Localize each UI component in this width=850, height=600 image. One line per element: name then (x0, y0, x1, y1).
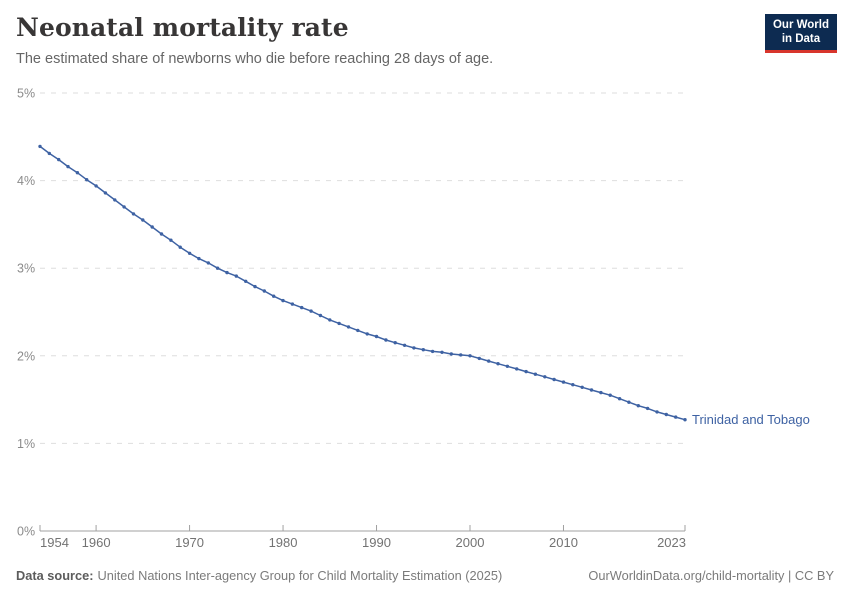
data-point-marker (440, 350, 444, 354)
data-point-marker (655, 410, 659, 414)
citation-link[interactable]: OurWorldinData.org/child-mortality | CC … (588, 568, 834, 583)
series-end-label[interactable]: Trinidad and Tobago (692, 412, 810, 427)
data-point-marker (300, 305, 304, 310)
x-axis-tick-label: 2023 (657, 535, 686, 550)
data-point-marker (178, 245, 182, 249)
data-point-marker (253, 284, 257, 289)
data-point-marker (627, 400, 631, 404)
x-axis-tick-label: 1960 (82, 535, 111, 550)
data-point-marker (496, 362, 500, 366)
data-point-marker (262, 289, 266, 293)
data-point-marker (337, 321, 341, 326)
data-point-marker (187, 251, 192, 255)
data-point-marker (589, 388, 594, 392)
chart-footer: Data source: United Nations Inter-agency … (16, 568, 834, 583)
data-point-marker (384, 338, 388, 342)
data-point-marker (683, 418, 687, 422)
data-point-marker (552, 377, 556, 382)
data-point-marker (365, 332, 369, 336)
data-point-marker (94, 184, 98, 188)
data-point-marker (599, 390, 603, 395)
data-point-marker (515, 367, 519, 371)
data-point-marker (356, 328, 360, 333)
data-point-marker (66, 164, 70, 169)
data-point-marker (57, 157, 61, 162)
data-point-marker (402, 343, 407, 347)
data-point-marker (636, 404, 640, 408)
data-source-label: Data source: (16, 568, 94, 583)
x-axis-tick-label: 1990 (362, 535, 391, 550)
data-point-marker (122, 205, 126, 209)
y-axis-tick-label: 0% (17, 525, 35, 539)
data-point-marker (206, 261, 210, 265)
data-point-marker (159, 232, 164, 236)
data-point-marker (487, 359, 491, 363)
x-axis-tick-label: 1954 (40, 535, 69, 550)
data-point-marker (197, 256, 201, 261)
data-point-marker (225, 270, 229, 275)
x-axis-tick-label: 2010 (549, 535, 578, 550)
x-axis-tick-label: 1980 (269, 535, 298, 550)
data-point-marker (524, 369, 528, 374)
data-point-marker (346, 325, 351, 329)
data-point-marker (38, 144, 42, 149)
y-axis-tick-label: 4% (17, 174, 35, 188)
data-point-marker (131, 212, 136, 216)
data-point-marker (75, 171, 80, 175)
data-point-marker (421, 348, 425, 352)
data-point-marker (571, 383, 575, 387)
data-point-marker (169, 238, 173, 242)
data-point-marker (543, 375, 547, 379)
data-point-marker (477, 356, 481, 361)
data-point-marker (580, 385, 584, 389)
data-point-marker (290, 302, 295, 306)
data-point-marker (85, 178, 89, 182)
data-point-marker (459, 353, 463, 357)
owid-logo[interactable]: Our World in Data (764, 14, 837, 53)
data-point-marker (47, 151, 51, 156)
data-point-marker (645, 406, 650, 411)
y-axis-tick-label: 1% (17, 437, 35, 451)
y-axis-tick-label: 2% (17, 349, 35, 363)
page-title: Neonatal mortality rate (16, 13, 349, 42)
data-point-marker (141, 218, 145, 222)
owid-logo-line1: Our World (772, 19, 829, 31)
data-point-marker (244, 279, 248, 283)
data-point-marker (309, 309, 313, 313)
data-point-marker (215, 266, 220, 270)
data-source-note: Data source: United Nations Inter-agency … (16, 568, 502, 583)
y-axis-tick-label: 3% (17, 262, 35, 276)
data-point-marker (533, 372, 538, 376)
owid-logo-line2: in Data (781, 33, 821, 46)
data-point-marker (674, 415, 678, 419)
data-point-marker (281, 298, 285, 303)
data-point-marker (430, 349, 435, 354)
series-line (39, 145, 686, 421)
data-point-marker (449, 352, 453, 356)
data-point-marker (150, 225, 154, 229)
data-point-marker (468, 354, 472, 358)
data-point-marker (272, 294, 276, 298)
data-point-marker (393, 341, 397, 345)
data-point-marker (113, 198, 117, 202)
x-axis-tick-label: 1970 (175, 535, 204, 550)
data-point-marker (561, 380, 566, 384)
data-point-marker (412, 346, 416, 350)
page-subtitle: The estimated share of newborns who die … (16, 51, 494, 67)
data-point-marker (505, 364, 510, 368)
data-point-marker (318, 313, 323, 318)
data-point-marker (234, 274, 238, 278)
data-point-marker (328, 318, 332, 322)
data-point-marker (374, 334, 379, 339)
data-point-marker (664, 412, 668, 417)
data-point-marker (608, 393, 612, 397)
data-point-marker (103, 191, 108, 195)
data-point-marker (617, 397, 622, 401)
data-source-text: United Nations Inter-agency Group for Ch… (97, 568, 503, 583)
x-axis-tick-label: 2000 (456, 535, 485, 550)
y-axis-tick-label: 5% (17, 87, 35, 101)
